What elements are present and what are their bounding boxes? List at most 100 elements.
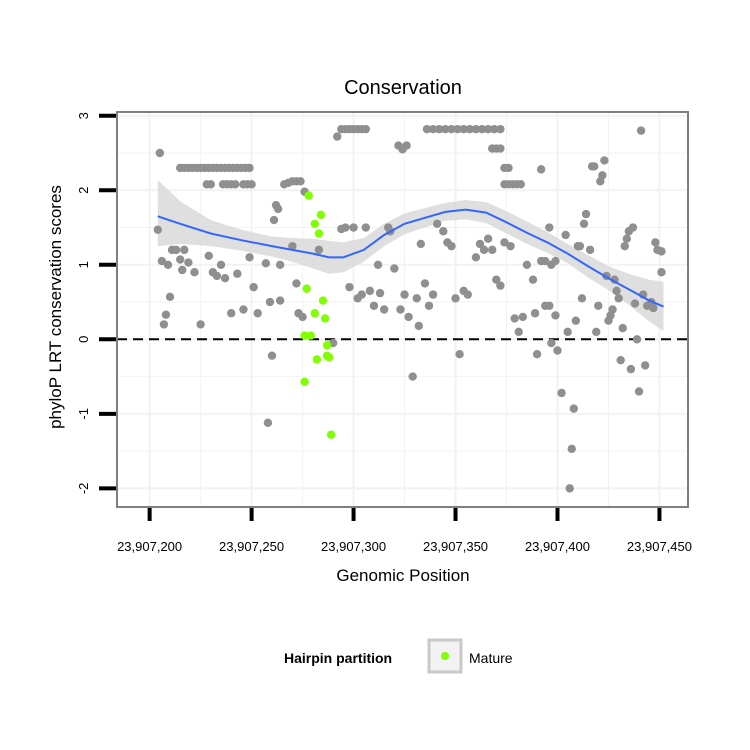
data-point bbox=[463, 290, 472, 299]
data-point bbox=[439, 227, 448, 236]
data-point bbox=[447, 124, 456, 134]
mature-point bbox=[326, 430, 336, 439]
mature-point bbox=[304, 191, 313, 200]
data-point bbox=[441, 124, 450, 134]
data-point bbox=[184, 258, 193, 267]
data-point bbox=[488, 245, 497, 255]
data-point bbox=[404, 312, 413, 322]
x-tick-label: 23,907,350 bbox=[423, 539, 488, 554]
data-point bbox=[530, 309, 540, 318]
data-point bbox=[536, 165, 546, 174]
plot-border bbox=[116, 111, 689, 508]
data-point bbox=[592, 327, 601, 337]
data-point bbox=[483, 124, 493, 134]
x-axis: 23,907,200 23,907,250 23,907,300 23,907,350… bbox=[117, 508, 692, 554]
data-point bbox=[510, 314, 519, 323]
smooth-confidence-band-layer bbox=[157, 179, 664, 332]
data-point bbox=[575, 241, 585, 251]
data-point bbox=[459, 124, 468, 134]
data-point bbox=[598, 171, 607, 180]
data-point bbox=[561, 230, 570, 240]
mature-point bbox=[302, 284, 311, 293]
data-point bbox=[628, 223, 638, 232]
x-tick-label: 23,907,400 bbox=[525, 539, 590, 554]
grid-lines bbox=[117, 112, 688, 507]
data-point bbox=[412, 294, 421, 303]
mature-point bbox=[322, 341, 332, 350]
mature-point bbox=[324, 352, 334, 362]
data-point bbox=[176, 255, 185, 264]
data-point bbox=[551, 311, 560, 320]
mature-point bbox=[312, 355, 322, 364]
data-point bbox=[161, 310, 171, 319]
y-tick-label: 2 bbox=[76, 187, 91, 194]
data-point bbox=[545, 301, 554, 310]
data-point bbox=[496, 144, 505, 153]
data-point bbox=[551, 256, 560, 266]
data-point bbox=[471, 253, 481, 262]
data-point bbox=[171, 245, 181, 255]
data-point bbox=[541, 256, 550, 266]
data-point bbox=[369, 301, 379, 310]
x-axis-label: Genomic Position bbox=[336, 566, 469, 585]
data-point bbox=[567, 444, 576, 454]
data-point bbox=[477, 124, 487, 134]
data-point bbox=[504, 163, 513, 173]
data-point bbox=[634, 387, 644, 396]
data-point bbox=[231, 180, 240, 189]
data-point bbox=[528, 275, 538, 284]
data-point bbox=[571, 316, 581, 325]
data-point bbox=[220, 273, 230, 283]
data-point bbox=[390, 264, 399, 273]
data-point bbox=[345, 282, 354, 292]
data-point bbox=[245, 163, 254, 173]
data-point bbox=[589, 162, 599, 171]
data-point bbox=[614, 294, 623, 303]
data-point bbox=[157, 256, 167, 266]
data-point bbox=[553, 346, 562, 355]
data-point bbox=[471, 124, 481, 134]
data-point bbox=[424, 301, 434, 310]
data-point bbox=[496, 281, 505, 290]
data-point bbox=[196, 320, 205, 329]
data-point bbox=[492, 275, 501, 284]
data-point bbox=[265, 297, 275, 307]
data-point bbox=[267, 351, 277, 360]
data-point bbox=[396, 305, 405, 314]
data-point bbox=[155, 148, 165, 158]
data-point bbox=[630, 299, 640, 308]
data-point bbox=[600, 156, 609, 165]
data-point bbox=[475, 239, 485, 249]
mature-point bbox=[316, 210, 326, 220]
data-point bbox=[632, 335, 642, 344]
data-point bbox=[261, 259, 271, 268]
data-point bbox=[490, 124, 499, 134]
data-point bbox=[400, 290, 409, 299]
data-point bbox=[532, 350, 542, 359]
data-point bbox=[649, 303, 658, 313]
data-point bbox=[500, 238, 509, 247]
data-point bbox=[249, 282, 258, 292]
data-point bbox=[496, 124, 505, 134]
mature-point bbox=[300, 377, 309, 386]
data-point bbox=[333, 132, 342, 141]
data-point bbox=[159, 320, 169, 329]
chart-title: Conservation bbox=[344, 77, 462, 99]
data-point bbox=[373, 260, 383, 269]
data-point bbox=[314, 245, 324, 255]
mature-point bbox=[306, 331, 315, 340]
data-point bbox=[233, 269, 242, 278]
data-point bbox=[361, 223, 370, 232]
mature-point bbox=[310, 309, 320, 318]
data-point bbox=[416, 239, 426, 249]
y-tick-label: -2 bbox=[76, 483, 91, 495]
data-point bbox=[620, 241, 629, 251]
data-point bbox=[165, 292, 175, 302]
data-point bbox=[557, 388, 566, 398]
data-point bbox=[288, 241, 297, 251]
data-point bbox=[514, 327, 523, 337]
data-point bbox=[428, 124, 438, 134]
data-point bbox=[547, 338, 556, 348]
data-point bbox=[341, 223, 350, 232]
data-point bbox=[379, 305, 389, 314]
